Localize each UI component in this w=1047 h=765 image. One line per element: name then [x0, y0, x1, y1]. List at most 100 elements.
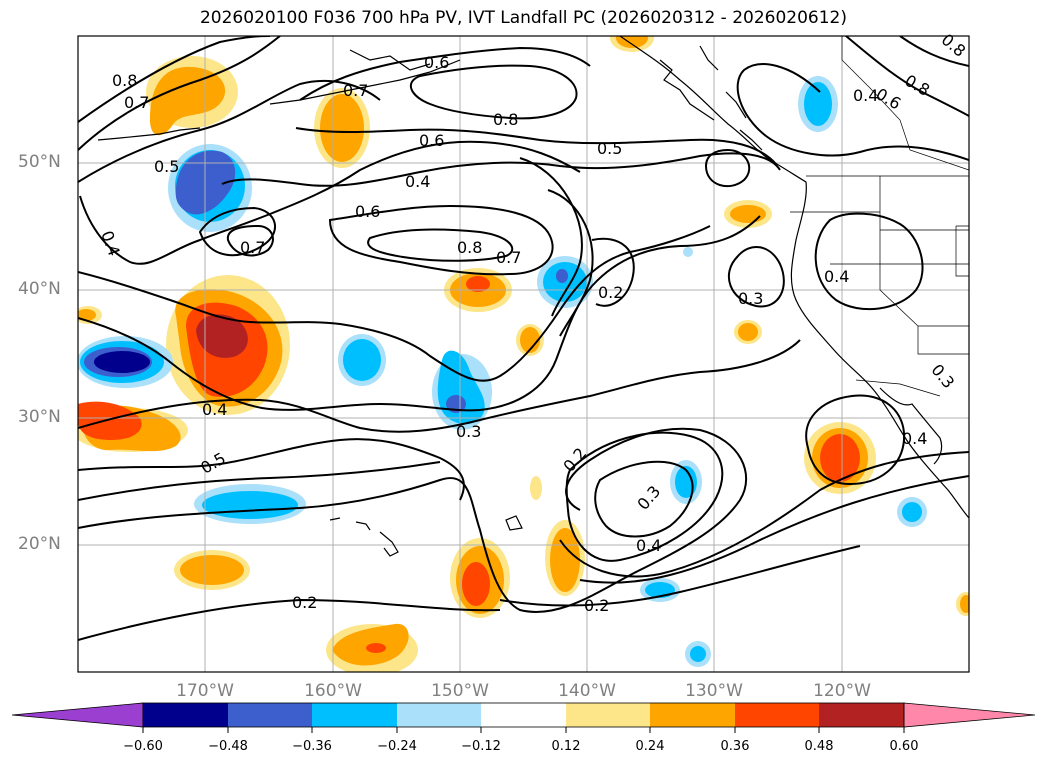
state-border-oregon [790, 211, 969, 231]
colorbar-ticks [142, 727, 905, 733]
contour-label: 0.2 [598, 283, 623, 302]
ivt-contours [78, 36, 969, 641]
contour-label: 0.5 [154, 157, 179, 176]
contour-label: 0.4 [853, 86, 878, 105]
lon-label-140w: 140°W [558, 681, 616, 701]
colorbar-bin [312, 703, 397, 727]
colorbar-bin [397, 703, 481, 727]
lat-label-30n: 30°N [18, 407, 61, 427]
contour-0p2-closed [591, 237, 635, 307]
contour-0p5-south [78, 438, 465, 501]
contour-label: 0.7 [343, 81, 368, 100]
colorbar-tick-label: 0.48 [804, 739, 834, 754]
hawaiian-islands [329, 517, 399, 557]
contour-0p2-far-south [499, 545, 861, 607]
colorbar-tick-label: −0.24 [377, 739, 417, 754]
contour-label: 0.8 [493, 110, 518, 129]
baja-california [879, 387, 943, 465]
lon-label-150w: 150°W [431, 681, 489, 701]
lat-label-40n: 40°N [18, 279, 61, 299]
contour-0p4-west [79, 140, 581, 265]
pv-positive-max [196, 314, 248, 358]
contour-label: 0.6 [424, 53, 449, 72]
contour-label: 0.8 [457, 238, 482, 257]
contour-label: 0.2 [584, 596, 609, 615]
colorbar-tick-label: 0.60 [889, 739, 919, 754]
lon-label-170w: 170°W [176, 681, 234, 701]
colorbar-bin [143, 703, 228, 727]
contour-0p6-north [299, 46, 591, 101]
north-america-coast [619, 36, 969, 519]
contour-0p5-nw [78, 79, 381, 183]
lon-label-160w: 160°W [304, 681, 362, 701]
province-border [841, 36, 969, 171]
contour-0p5-ne [899, 36, 969, 67]
colorbar [11, 702, 1036, 733]
colorbar-tick-label: −0.36 [292, 739, 332, 754]
colorbar-bin [735, 703, 819, 727]
map-title: 2026020100 F036 700 hPa PV, IVT Landfall… [199, 8, 847, 28]
colorbar-tick-label: 0.12 [551, 739, 581, 754]
colorbar-extend-high [903, 702, 1036, 728]
lat-label-50n: 50°N [18, 152, 61, 172]
colorbar-bin [819, 703, 904, 727]
contour-0p7-inner [226, 224, 274, 257]
contour-label: 0.2 [292, 593, 317, 612]
lon-label-130w: 130°W [685, 681, 743, 701]
contour-label: 0.4 [202, 400, 227, 419]
kodiak-coast [349, 49, 431, 71]
contour-label: 0.4 [824, 267, 849, 286]
contour-0p6-cut [519, 157, 583, 317]
state-border-california [830, 263, 969, 355]
contour-0p3-east-closed [727, 246, 785, 308]
contour-0p3-mexico-closed [805, 394, 906, 486]
contour-0p2-south [78, 427, 748, 613]
contour-0p3-ne [736, 63, 969, 161]
colorbar-tick-label: −0.48 [208, 739, 248, 754]
contour-label: 0.4 [636, 536, 661, 555]
contour-0p2-southwest [78, 598, 501, 641]
contour-0p7-west-closed [198, 206, 276, 257]
contour-0p4-main [78, 215, 761, 412]
contour-0p7-nw [78, 36, 281, 151]
contour-0p3-south-closed [565, 431, 724, 562]
colorbar-bin [481, 703, 566, 727]
contour-label: 0.5 [597, 139, 622, 158]
contour-0p2-east [579, 475, 969, 584]
contour-label: 0.7 [124, 93, 149, 112]
contour-label: 0.6 [419, 131, 444, 150]
colorbar-frame [142, 702, 905, 728]
contour-0p8-central [367, 228, 514, 262]
contour-0p7-central [328, 204, 554, 276]
lat-label-20n: 20°N [18, 534, 61, 554]
contour-0p8-north-closed [409, 64, 578, 120]
contour-label: 0.6 [355, 202, 380, 221]
colorbar-tick-label: −0.12 [461, 739, 501, 754]
aleutian-islands [97, 127, 201, 141]
contour-label: 0.3 [738, 289, 763, 308]
contour-label: 0.4 [902, 429, 927, 448]
lon-label-120w: 120°W [813, 681, 871, 701]
contour-0p3-mid [78, 339, 801, 433]
contour-0p4-south [78, 461, 441, 501]
contour-0p4-ne [845, 36, 969, 117]
contour-0p5-band [221, 152, 781, 187]
map-frame [77, 35, 970, 673]
archipelago-coast [699, 45, 763, 151]
island-outline [505, 515, 523, 531]
colorbar-tick-label: 0.24 [635, 739, 665, 754]
contour-label: 0.7 [240, 238, 265, 257]
contour-0p3-main [78, 225, 711, 382]
colorbar-bin [650, 703, 735, 727]
contour-0p4-west-us [814, 212, 924, 311]
contour-label: 0.8 [112, 71, 137, 90]
contour-0p3-east [559, 451, 969, 578]
colorbar-tick-label: 0.36 [720, 739, 750, 754]
contour-0p6-band [295, 127, 777, 165]
contour-label: 0.4 [405, 172, 430, 191]
contour-label: 0.3 [456, 422, 481, 441]
colorbar-extend-low [11, 702, 144, 728]
contour-label: 0.7 [496, 248, 521, 267]
colorbar-tick-label: −0.60 [123, 739, 163, 754]
